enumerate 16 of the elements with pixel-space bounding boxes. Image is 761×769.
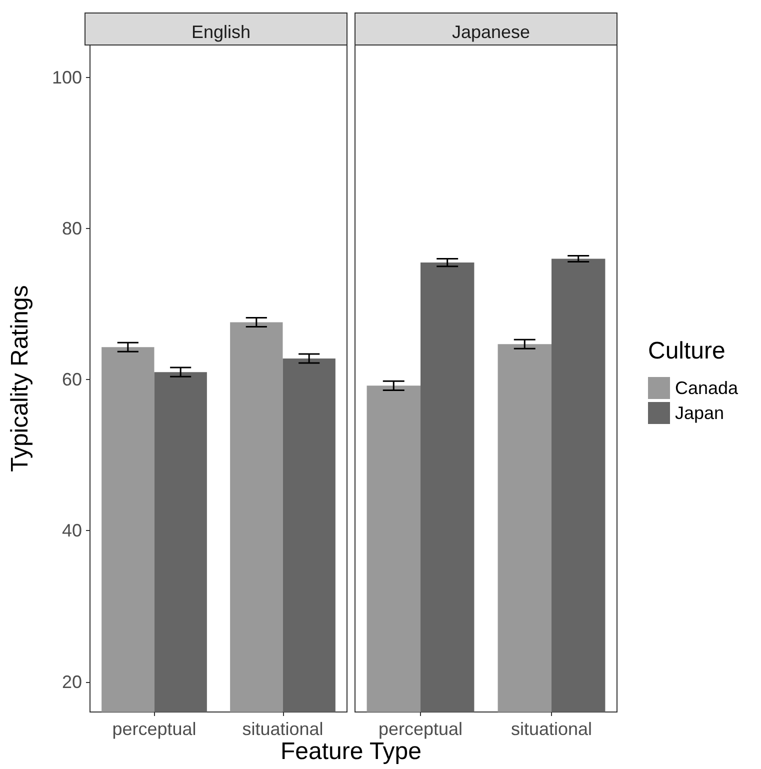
x-tick-label: situational [510, 719, 592, 739]
x-tick-label: perceptual [112, 719, 196, 739]
chart-title: Japanese [452, 22, 530, 42]
y-tick-label: 60 [62, 370, 82, 390]
legend-title: Culture [648, 338, 726, 364]
x-tick-label: situational [242, 719, 324, 739]
legend-label: Japan [675, 403, 724, 423]
legend-label: Canada [675, 378, 740, 398]
x-tick-label: perceptual [378, 719, 463, 739]
y-tick-label: 80 [62, 218, 82, 239]
x-axis-title: Feature Type [280, 738, 422, 766]
y-axis-title: Typicality Ratings [6, 285, 34, 472]
y-tick-label: 20 [62, 672, 82, 692]
chart-title: English [191, 22, 251, 42]
y-tick-label: 100 [52, 67, 82, 88]
y-tick-label: 40 [62, 520, 82, 541]
